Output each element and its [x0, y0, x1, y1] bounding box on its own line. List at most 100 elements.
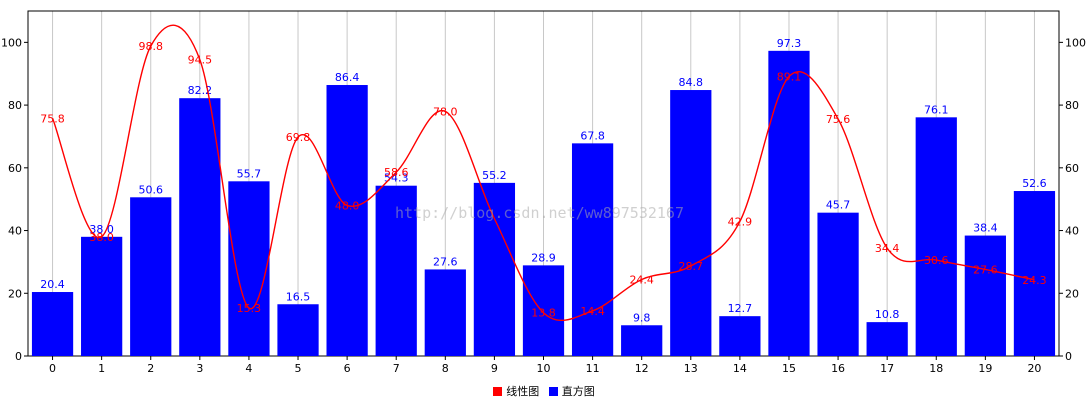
line-value-label: 48.0: [335, 199, 360, 212]
bar-value-label: 84.8: [679, 76, 704, 89]
y-tick-label-right: 20: [1065, 287, 1079, 300]
bar-value-label: 86.4: [335, 71, 360, 84]
bar: [866, 322, 908, 356]
x-tick-label: 14: [733, 362, 747, 375]
bar: [81, 236, 123, 356]
x-tick-label: 8: [442, 362, 449, 375]
x-tick-label: 11: [586, 362, 600, 375]
x-tick-label: 6: [344, 362, 351, 375]
line-value-label: 14.4: [580, 305, 605, 318]
watermark-text: http://blog.csdn.net/ww897532167: [395, 204, 684, 222]
bar-value-label: 38.4: [973, 222, 998, 235]
bar-value-label: 67.8: [580, 129, 605, 142]
bar-value-label: 76.1: [924, 103, 949, 116]
bar: [768, 50, 810, 356]
line-value-label: 98.8: [138, 40, 163, 53]
bar-value-label: 20.4: [40, 278, 65, 291]
x-tick-label: 7: [393, 362, 400, 375]
legend: 线性图 直方图: [0, 383, 1088, 399]
x-tick-label: 12: [635, 362, 649, 375]
line-value-label: 38.0: [89, 231, 114, 244]
line-value-label: 30.6: [924, 254, 949, 267]
line-value-label: 89.1: [777, 71, 802, 84]
y-tick-label-right: 60: [1065, 162, 1079, 175]
bar-value-label: 54.3: [384, 172, 409, 185]
x-tick-label: 19: [978, 362, 992, 375]
line-value-label: 24.3: [1022, 274, 1047, 287]
bar: [277, 304, 319, 356]
bar: [179, 98, 221, 356]
y-tick-label-left: 100: [1, 36, 22, 49]
x-tick-label: 10: [537, 362, 551, 375]
bar: [424, 269, 466, 356]
x-tick-label: 5: [295, 362, 302, 375]
legend-item-line: 线性图: [493, 383, 539, 399]
legend-item-bar: 直方图: [548, 383, 595, 399]
line-series-path: [51, 24, 1035, 322]
x-tick-label: 18: [929, 362, 943, 375]
line-value-label: 13.8: [531, 307, 556, 320]
x-tick-label: 2: [147, 362, 154, 375]
line-value-label: 42.9: [728, 215, 753, 228]
bar: [964, 235, 1006, 356]
bar-value-label: 97.3: [777, 37, 802, 50]
y-tick-label-right: 40: [1065, 225, 1079, 238]
bar: [817, 212, 859, 356]
bar: [375, 185, 417, 356]
y-tick-label-right: 100: [1065, 36, 1086, 49]
line-value-label: 69.8: [286, 131, 311, 144]
bar: [670, 90, 712, 356]
bar: [522, 265, 565, 356]
legend-label-bar: 直方图: [561, 385, 595, 398]
y-tick-label-right: 0: [1065, 350, 1072, 363]
bar: [228, 181, 270, 356]
line-value-label: 34.4: [875, 242, 900, 255]
bar: [571, 143, 614, 356]
y-tick-label-right: 80: [1065, 99, 1079, 112]
x-tick-label: 4: [245, 362, 252, 375]
x-tick-label: 15: [782, 362, 796, 375]
x-tick-label: 0: [49, 362, 56, 375]
y-tick-label-left: 80: [8, 99, 22, 112]
x-tick-label: 3: [196, 362, 203, 375]
legend-label-line: 线性图: [506, 385, 540, 398]
bar: [1013, 191, 1056, 356]
x-tick-label: 13: [684, 362, 698, 375]
x-tick-label: 9: [491, 362, 498, 375]
line-value-label: 75.6: [826, 113, 851, 126]
x-tick-label: 16: [831, 362, 845, 375]
line-value-label: 28.7: [679, 260, 704, 273]
x-tick-label: 20: [1027, 362, 1041, 375]
bar-value-label: 16.5: [286, 290, 311, 303]
legend-swatch-line: [493, 387, 503, 396]
y-tick-label-left: 0: [15, 350, 22, 363]
bar: [473, 182, 516, 356]
line-value-label: 75.8: [40, 112, 65, 125]
bar-value-label: 82.2: [188, 84, 213, 97]
bar-value-label: 55.7: [237, 167, 262, 180]
x-tick-label: 17: [880, 362, 894, 375]
bar: [130, 197, 172, 356]
line-value-label: 15.3: [237, 302, 262, 315]
line-value-label: 27.6: [973, 263, 998, 276]
y-tick-label-left: 20: [8, 287, 22, 300]
bar: [621, 325, 663, 356]
bar: [915, 117, 957, 356]
bar-value-label: 28.9: [531, 251, 556, 264]
bar-value-label: 10.8: [875, 308, 900, 321]
bar-value-label: 50.6: [138, 183, 163, 196]
bar-value-label: 27.6: [433, 255, 458, 268]
y-tick-label-left: 60: [8, 162, 22, 175]
line-value-label: 94.5: [188, 54, 213, 67]
bar-value-label: 52.6: [1022, 177, 1047, 190]
bar: [326, 85, 368, 356]
x-tick-label: 1: [98, 362, 105, 375]
y-tick-label-left: 40: [8, 225, 22, 238]
bar-value-label: 45.7: [826, 199, 851, 212]
line-value-label: 58.6: [384, 166, 409, 179]
bar: [719, 316, 761, 356]
bar-value-label: 9.8: [633, 311, 651, 324]
bar: [31, 292, 74, 356]
line-value-label: 24.4: [629, 273, 654, 286]
